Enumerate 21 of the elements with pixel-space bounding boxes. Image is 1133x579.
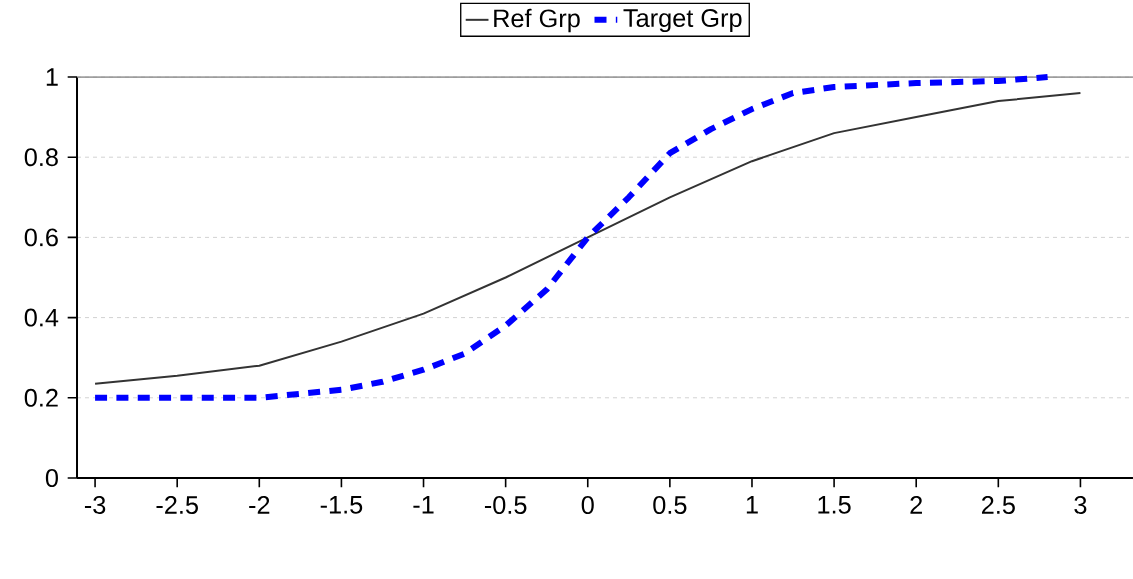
y-tick-label: 0.4 [24,308,59,327]
y-tick-label: 0.6 [24,228,58,247]
y-tick-label: 1 [46,68,58,86]
legend-label: Target Grp [623,9,742,33]
x-tick-label: -2 [249,496,270,514]
y-tick-label: 0.2 [24,388,58,407]
x-tick-label: 0.5 [653,496,687,514]
x-tick-label: -3 [84,496,106,514]
x-tick-label: 0 [581,496,594,514]
x-tick-label: 1 [746,496,758,514]
y-tick-label: 0.8 [24,148,58,167]
x-tick-label: -2.5 [156,496,198,514]
legend-label: Ref Grp [494,8,580,33]
x-tick-label: 2 [910,496,922,514]
x-tick-label: 1.5 [818,496,851,514]
x-tick-label: -1.5 [320,496,363,514]
y-tick-label: 0 [45,469,58,487]
x-tick-label: -0.5 [484,496,527,514]
x-tick-label: -1 [413,496,434,514]
x-tick-label: 3 [1074,496,1087,514]
x-tick-label: 2.5 [981,496,1015,514]
